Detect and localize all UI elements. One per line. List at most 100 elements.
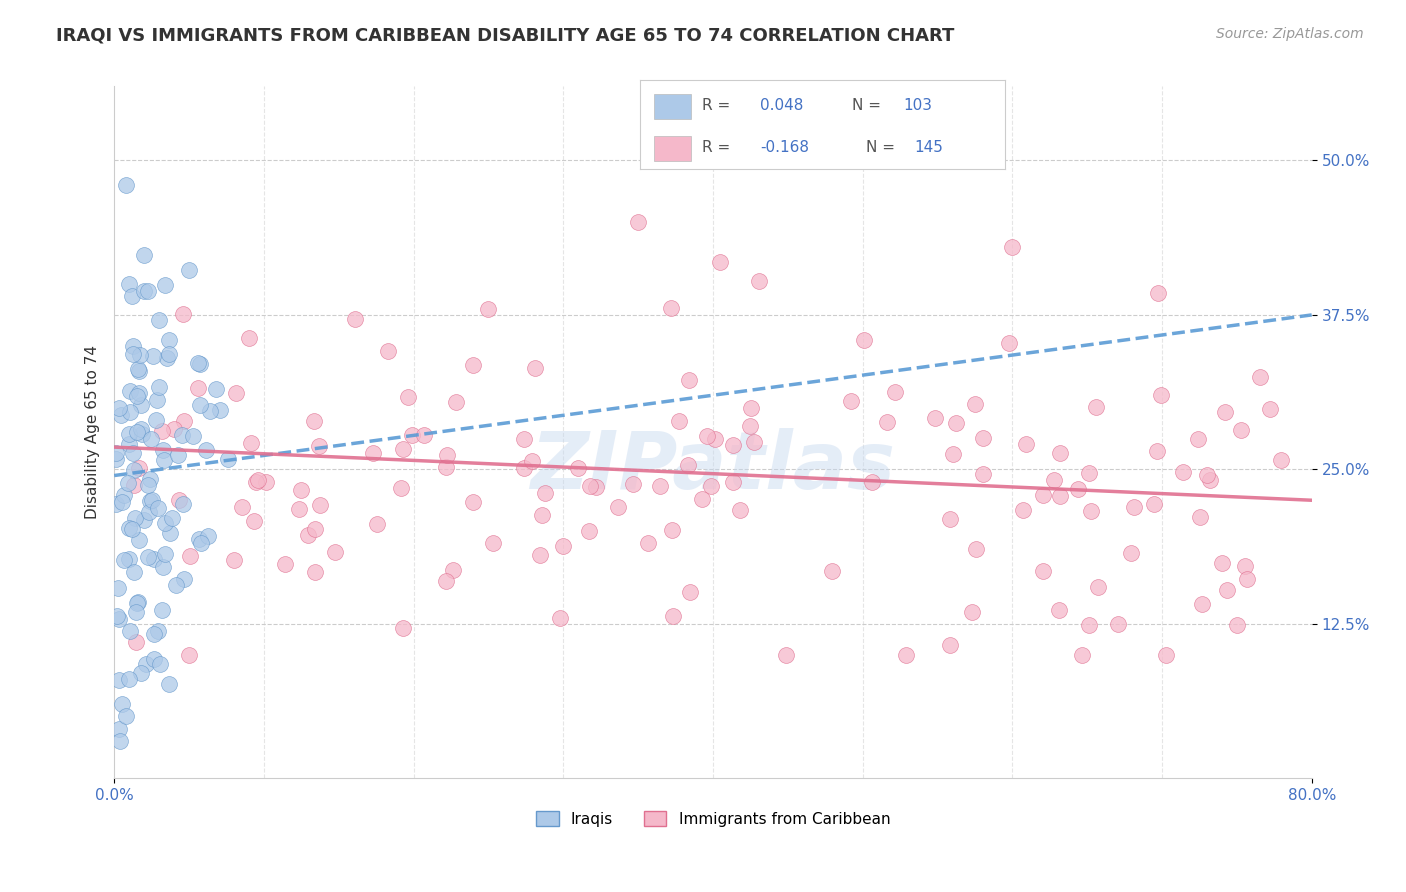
- Point: [118, 405, 141, 419]
- Point: [139, 472, 162, 486]
- Point: [1195, 467, 1218, 482]
- Point: [721, 438, 744, 452]
- Point: [114, 487, 136, 501]
- Point: [194, 442, 217, 457]
- Point: [108, 673, 131, 687]
- Point: [150, 424, 173, 438]
- Point: [942, 447, 965, 461]
- Point: [112, 553, 135, 567]
- Point: [153, 452, 176, 467]
- Text: N =: N =: [852, 98, 880, 112]
- Point: [1032, 488, 1054, 502]
- Point: [1043, 473, 1066, 487]
- Point: [107, 581, 129, 595]
- Point: [1270, 453, 1292, 467]
- Point: [142, 626, 165, 640]
- Point: [662, 608, 685, 623]
- Point: [939, 512, 962, 526]
- Point: [118, 552, 141, 566]
- Point: [104, 451, 127, 466]
- Point: [155, 351, 177, 365]
- Point: [1171, 465, 1194, 479]
- Point: [118, 436, 141, 450]
- Point: [550, 610, 572, 624]
- Point: [740, 419, 762, 434]
- Point: [529, 548, 551, 562]
- Point: [389, 482, 412, 496]
- Point: [1143, 497, 1166, 511]
- Point: [143, 552, 166, 566]
- Point: [704, 432, 727, 446]
- Point: [1226, 618, 1249, 632]
- Point: [117, 476, 139, 491]
- Point: [204, 382, 226, 396]
- Point: [621, 477, 644, 491]
- Point: [884, 385, 907, 400]
- Point: [187, 356, 209, 370]
- Point: [273, 557, 295, 571]
- Point: [172, 497, 194, 511]
- Point: [173, 572, 195, 586]
- Point: [1146, 443, 1168, 458]
- Point: [972, 432, 994, 446]
- Point: [392, 442, 415, 456]
- Point: [127, 595, 149, 609]
- Point: [166, 448, 188, 462]
- Point: [363, 446, 385, 460]
- Point: [960, 605, 983, 619]
- Point: [1078, 467, 1101, 481]
- Point: [441, 563, 464, 577]
- Point: [965, 541, 987, 556]
- Point: [160, 511, 183, 525]
- Point: [742, 434, 765, 449]
- Point: [159, 525, 181, 540]
- Point: [128, 533, 150, 548]
- Point: [678, 373, 700, 387]
- Point: [740, 401, 762, 416]
- Point: [434, 460, 457, 475]
- Point: [225, 385, 247, 400]
- Text: R =: R =: [702, 140, 730, 154]
- Point: [690, 492, 713, 507]
- Point: [245, 475, 267, 489]
- Point: [129, 422, 152, 436]
- Point: [139, 432, 162, 446]
- Point: [325, 545, 347, 559]
- Text: 0.048: 0.048: [761, 98, 804, 112]
- Point: [159, 676, 181, 690]
- Point: [111, 697, 134, 711]
- Point: [1067, 482, 1090, 496]
- Point: [924, 411, 946, 425]
- Point: [136, 550, 159, 565]
- Point: [118, 384, 141, 399]
- Point: [852, 333, 875, 347]
- Point: [304, 522, 326, 536]
- Point: [128, 364, 150, 378]
- Point: [997, 335, 1019, 350]
- Point: [1199, 473, 1222, 487]
- Point: [945, 417, 967, 431]
- Point: [217, 451, 239, 466]
- Point: [157, 347, 180, 361]
- Point: [1236, 572, 1258, 586]
- Text: Source: ZipAtlas.com: Source: ZipAtlas.com: [1216, 27, 1364, 41]
- Point: [153, 547, 176, 561]
- Point: [132, 248, 155, 262]
- Point: [131, 398, 153, 412]
- Point: [668, 414, 690, 428]
- Point: [121, 522, 143, 536]
- Point: [876, 415, 898, 429]
- Point: [117, 521, 139, 535]
- Point: [142, 349, 165, 363]
- Point: [523, 361, 546, 376]
- Point: [105, 609, 128, 624]
- Point: [122, 346, 145, 360]
- Point: [520, 453, 543, 467]
- Point: [134, 284, 156, 298]
- Point: [1012, 502, 1035, 516]
- Point: [700, 479, 723, 493]
- Point: [172, 307, 194, 321]
- Point: [1154, 648, 1177, 662]
- Point: [127, 362, 149, 376]
- Point: [1216, 582, 1239, 597]
